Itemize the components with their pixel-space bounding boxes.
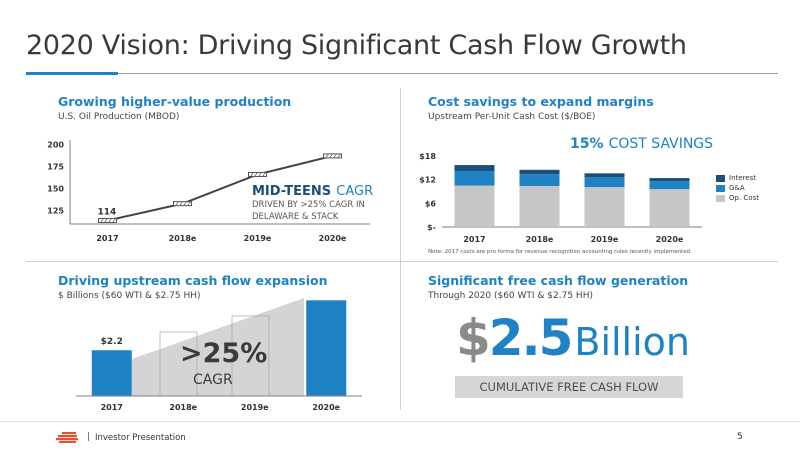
q3-x-label-3: 2020e: [312, 403, 340, 412]
q2-legend: Interest G&A Op. Cost: [716, 173, 759, 203]
q4-dollar-sign: $: [456, 309, 491, 367]
q1-callout-line1: DRIVEN BY >25% CAGR IN: [252, 200, 365, 210]
legend-item-ga: G&A: [716, 183, 759, 193]
q1-subheading: U.S. Oil Production (MBOD): [58, 112, 180, 122]
company-logo-icon: [56, 432, 78, 443]
q1-callout-rest: CAGR: [336, 184, 374, 199]
title-accent-bar: [26, 72, 118, 75]
q1-x-label-1: 2018e: [169, 234, 197, 243]
q3-subheading: $ Billions ($60 WTI & $2.75 HH): [58, 291, 201, 301]
q1-y-tick-3: 200: [47, 140, 64, 149]
q3-callout-small: CAGR: [193, 372, 233, 388]
q2-bar-opcost-1: [519, 185, 560, 227]
q2-bar-ga-2: [584, 177, 625, 188]
q1-y-tick-0: 125: [47, 207, 64, 216]
q3-data-label-2017: $2.2: [101, 337, 123, 347]
q1-x-label-3: 2020e: [319, 234, 347, 243]
legend-interest-label: Interest: [729, 174, 756, 182]
q2-y-tick-0: $-: [427, 223, 436, 232]
q2-bar-interest-0: [454, 165, 495, 171]
q2-bar-interest-1: [519, 169, 560, 175]
q3-bar-0: [91, 350, 132, 396]
q2-bar-opcost-2: [584, 187, 625, 227]
q1-y-tick-1: 150: [47, 185, 64, 194]
q1-heading: Growing higher-value production: [58, 94, 292, 109]
q1-callout-line2: DELAWARE & STACK: [252, 212, 339, 222]
q4-unit: Billion: [574, 320, 691, 364]
q2-bar-ga-1: [519, 174, 560, 186]
q2-bar-interest-3: [649, 178, 690, 182]
q2-x-label-0: 2017: [463, 235, 485, 244]
q2-cost-chart: $- $6 $12 $18 2017 2018e 2019e 2020e: [419, 152, 702, 244]
q1-y-tick-2: 175: [47, 163, 64, 172]
q1-production-chart: 125 150 175 200 2017 2018e 2019e 2020e 114: [47, 140, 370, 243]
title-divider: [26, 73, 778, 74]
q1-callout-bold: MID-TEENS: [252, 184, 332, 199]
q4-subheading: Through 2020 ($60 WTI & $2.75 HH): [428, 291, 593, 301]
q4-heading: Significant free cash flow generation: [428, 273, 689, 288]
legend-ga-label: G&A: [729, 184, 745, 192]
legend-item-interest: Interest: [716, 173, 759, 183]
q3-bar-3: [306, 300, 347, 396]
q2-callout-rest: COST SAVINGS: [608, 136, 714, 152]
q3-callout-big: >25%: [180, 338, 268, 369]
q2-callout-bold: 15%: [570, 136, 604, 152]
q3-x-label-2: 2019e: [241, 403, 269, 412]
q2-y-tick-2: $12: [419, 176, 436, 185]
q3-x-label-0: 2017: [101, 403, 123, 412]
q2-bar-interest-2: [584, 173, 625, 178]
q2-heading: Cost savings to expand margins: [428, 94, 654, 109]
q4-amount: 2.5: [488, 309, 574, 367]
footer-divider: [0, 421, 800, 422]
q2-bar-ga-0: [454, 170, 495, 186]
q3-heading: Driving upstream cash flow expansion: [58, 273, 328, 288]
q1-series-line: [107, 154, 333, 222]
q2-y-tick-1: $6: [425, 199, 437, 208]
legend-opcost-label: Op. Cost: [729, 194, 759, 202]
q3-cashflow-chart: 2017 2018e 2019e 2020e $2.2: [76, 298, 362, 412]
q1-callout: MID-TEENS CAGR: [252, 180, 373, 199]
q1-x-label-0: 2017: [96, 234, 118, 243]
q3-growth-wedge: [132, 298, 304, 396]
page-number: 5: [737, 432, 743, 442]
q2-subheading: Upstream Per-Unit Cash Cost ($/BOE): [428, 112, 596, 122]
q1-x-label-2: 2019e: [244, 234, 272, 243]
footer-label: Investor Presentation: [95, 433, 186, 443]
q2-x-label-1: 2018e: [526, 235, 554, 244]
q2-bar-opcost-0: [454, 185, 495, 227]
slide-title: 2020 Vision: Driving Significant Cash Fl…: [26, 30, 687, 61]
footer-separator: |: [87, 432, 91, 442]
q1-data-point-1: [173, 201, 192, 207]
q2-x-label-2: 2019e: [591, 235, 619, 244]
q2-bar-ga-3: [649, 181, 690, 190]
q2-y-tick-3: $18: [419, 152, 436, 161]
q1-data-point-3: [323, 153, 342, 159]
horizontal-divider: [26, 261, 778, 262]
legend-item-opcost: Op. Cost: [716, 193, 759, 203]
q4-headline-figure: $2.5Billion: [456, 313, 690, 363]
q4-banner: CUMULATIVE FREE CASH FLOW: [455, 376, 683, 398]
q1-callout-detail: DRIVEN BY >25% CAGR IN DELAWARE & STACK: [252, 199, 365, 223]
q2-footnote: Note: 2017 costs are pro forma for reven…: [428, 249, 692, 255]
q2-bar-opcost-3: [649, 189, 690, 227]
q3-x-label-1: 2018e: [169, 403, 197, 412]
q1-data-label-2017: 114: [98, 207, 117, 217]
q1-data-point-2: [248, 171, 267, 177]
q2-x-label-3: 2020e: [656, 235, 684, 244]
q2-callout: 15% COST SAVINGS: [570, 133, 713, 152]
vertical-divider: [400, 88, 401, 410]
